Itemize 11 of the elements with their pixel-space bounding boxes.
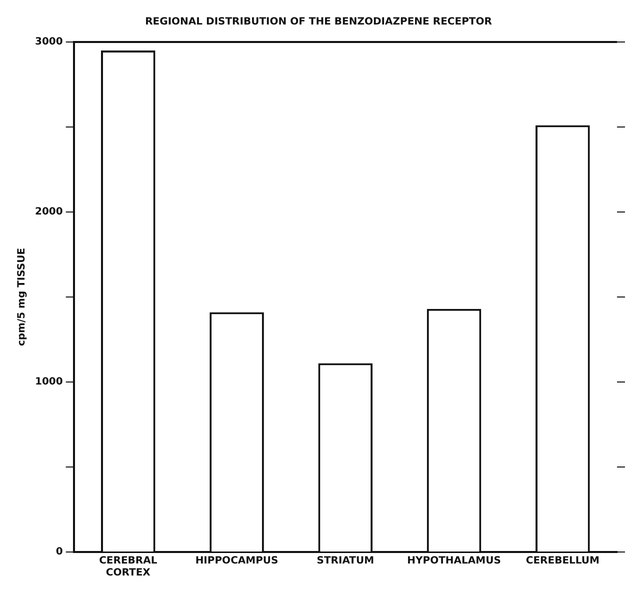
x-tick-label: HIPPOCAMPUS	[195, 556, 278, 567]
chart-title: REGIONAL DISTRIBUTION OF THE BENZODIAZPENE RECEPTOR	[145, 16, 492, 28]
y-tick-label: 3000	[34, 36, 63, 48]
y-tick-label: 1000	[34, 376, 63, 388]
x-tick-label: STRIATUM	[316, 556, 374, 567]
y-axis-title: cpm/5 mg TISSUE	[16, 248, 28, 346]
x-tick-label: CEREBELLUM	[526, 556, 600, 567]
y-tick-label: 0	[56, 546, 63, 558]
x-tick-label: CEREBRAL CORTEX	[99, 556, 158, 579]
x-tick-label: HYPOTHALAMUS	[407, 556, 501, 567]
y-tick-label: 2000	[34, 206, 63, 218]
